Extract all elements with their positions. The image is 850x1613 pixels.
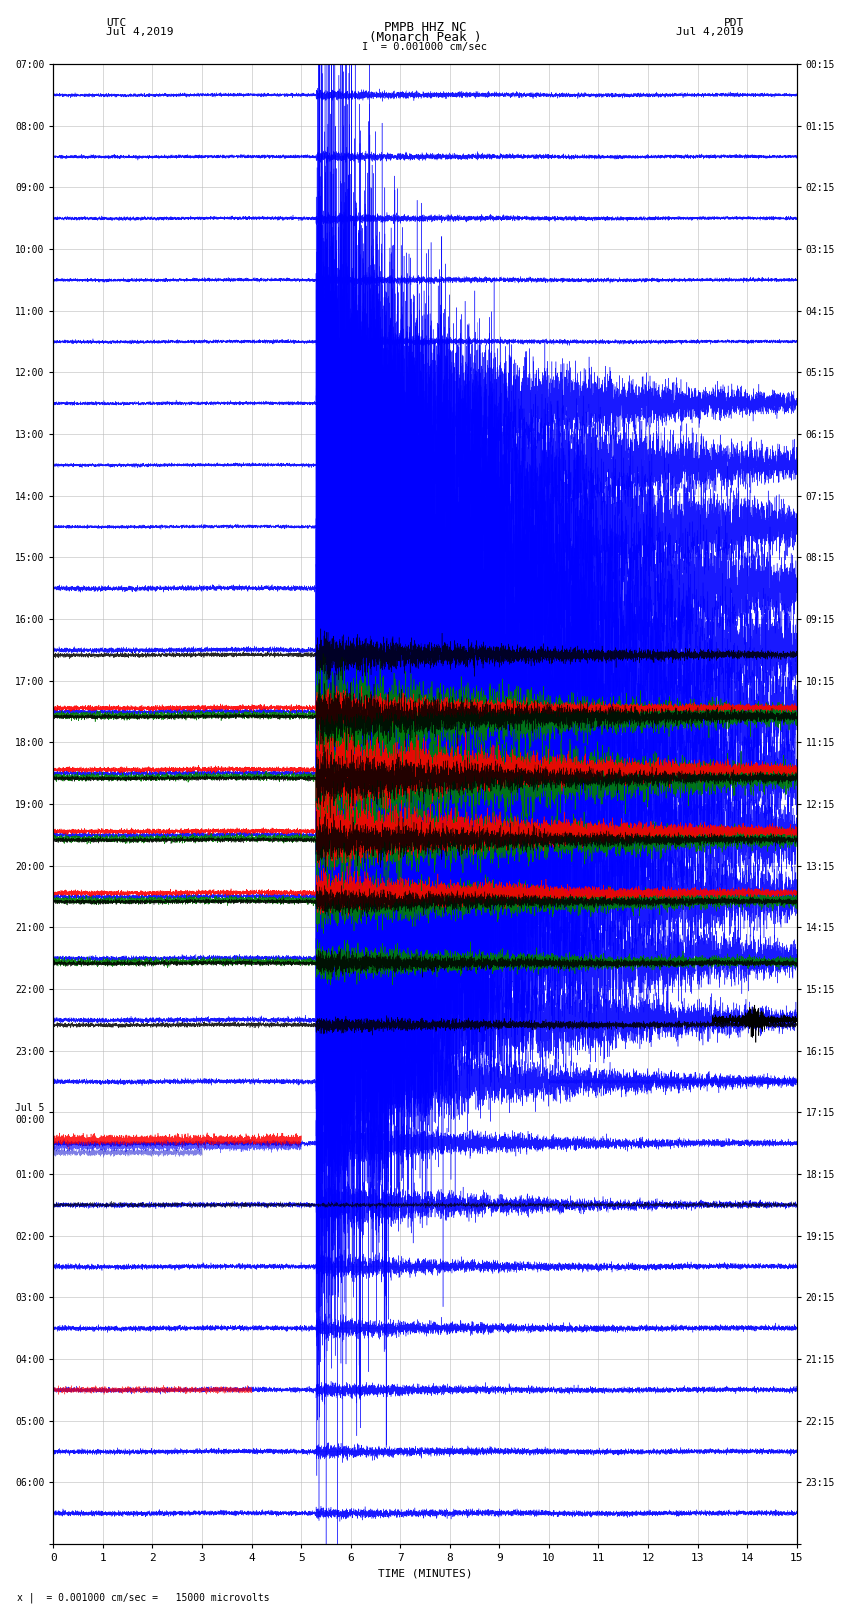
Text: PDT: PDT (723, 18, 744, 27)
Text: (Monarch Peak ): (Monarch Peak ) (369, 31, 481, 44)
Text: x |  = 0.001000 cm/sec =   15000 microvolts: x | = 0.001000 cm/sec = 15000 microvolts (17, 1592, 269, 1603)
Text: Jul 4,2019: Jul 4,2019 (106, 27, 173, 37)
Text: UTC: UTC (106, 18, 127, 27)
Text: I  = 0.001000 cm/sec: I = 0.001000 cm/sec (362, 42, 488, 52)
Text: Jul 4,2019: Jul 4,2019 (677, 27, 744, 37)
X-axis label: TIME (MINUTES): TIME (MINUTES) (377, 1569, 473, 1579)
Text: PMPB HHZ NC: PMPB HHZ NC (383, 21, 467, 34)
